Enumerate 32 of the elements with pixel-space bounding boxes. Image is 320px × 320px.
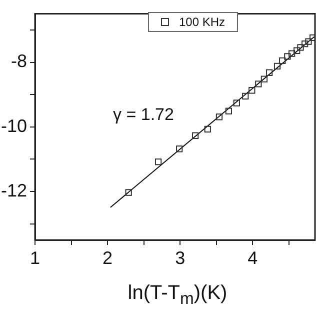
point [297, 44, 304, 51]
point [192, 132, 199, 139]
point [176, 146, 183, 152]
point [305, 38, 312, 45]
point [125, 189, 132, 196]
point [279, 57, 286, 64]
point [260, 76, 268, 82]
legend-label: 100 KHz [179, 15, 226, 29]
y-tick-label: -8 [10, 51, 27, 72]
y-tick-label: -10 [0, 116, 27, 136]
point [204, 126, 211, 132]
x-tick-label: 2 [102, 248, 113, 268]
x-tick-label: 4 [248, 248, 258, 268]
point [216, 114, 223, 120]
point [154, 158, 162, 166]
x-tick-label: 1 [30, 248, 40, 268]
point [248, 87, 256, 94]
point [284, 53, 291, 60]
x-tick-label: 3 [175, 248, 186, 268]
annotation: γ = 1.72 [113, 105, 174, 125]
point [225, 108, 232, 114]
point [255, 80, 262, 88]
point [266, 69, 273, 76]
point [309, 34, 315, 42]
point [242, 92, 249, 100]
x-axis-title: ln(T-T$_{m}$)(K) [126, 282, 228, 309]
point [294, 47, 300, 54]
point [233, 100, 240, 106]
point [302, 40, 308, 48]
point [274, 62, 281, 70]
y-tick-label: -12 [0, 180, 27, 200]
point [288, 50, 296, 57]
